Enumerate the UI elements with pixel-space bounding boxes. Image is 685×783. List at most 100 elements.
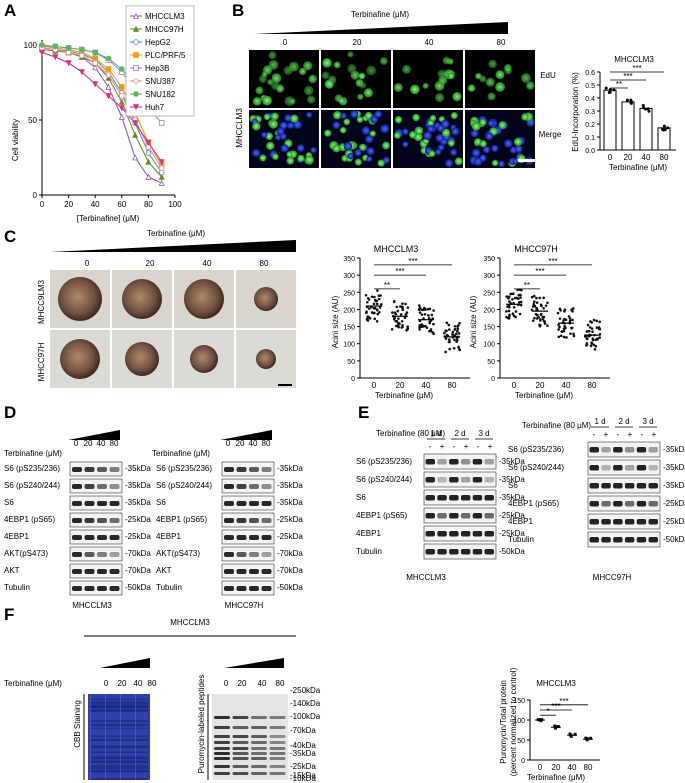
panel-b-merge-nucleus xyxy=(394,132,401,139)
panel-c-point xyxy=(511,298,514,301)
panel-c-point xyxy=(543,320,546,323)
panel-c-point xyxy=(428,320,432,324)
panel-b-merge-nucleus xyxy=(471,121,481,131)
panel-c-point xyxy=(458,348,462,352)
panel-c-point xyxy=(594,344,598,348)
panel-b-merge-nucleus xyxy=(471,148,481,158)
panel-f-puro-band xyxy=(269,765,286,768)
panel-e-blot-label: 4EBP1 xyxy=(356,529,381,538)
panel-d-band xyxy=(261,552,272,557)
panel-f-cbb-band xyxy=(90,765,148,768)
panel-e-band xyxy=(636,465,647,471)
panel-b-merge-nucleus xyxy=(252,148,261,158)
panel-c-point xyxy=(543,322,547,325)
panel-d-blot-strip xyxy=(69,512,123,528)
panel-a-point xyxy=(132,25,140,32)
panel-d-band xyxy=(236,569,247,574)
panel-d-dose-r40: 40 xyxy=(249,439,258,448)
panel-b-row-merge: Merge xyxy=(539,130,562,139)
panel-c-point xyxy=(535,301,539,304)
panel-f-puro-band xyxy=(214,757,230,760)
panel-e-marker: -35kDa xyxy=(499,493,525,502)
panel-c-point xyxy=(542,315,546,319)
panel-b-merge-nucleus xyxy=(429,114,437,122)
panel-d-band xyxy=(97,569,107,574)
panel-d-band xyxy=(97,552,107,557)
panel-b-edu-nucleus xyxy=(437,69,447,79)
panel-e-time-label: 3 d xyxy=(478,429,489,438)
panel-d-band xyxy=(72,586,82,591)
panel-e-marker: -50kDa xyxy=(499,547,525,556)
panel-e-band xyxy=(648,501,658,507)
panel-e-band xyxy=(484,513,494,519)
panel-c-point xyxy=(376,312,379,316)
panel-a-point xyxy=(145,173,152,180)
panel-c-point xyxy=(557,328,560,331)
panel-c-point xyxy=(532,302,536,306)
panel-c-point xyxy=(365,300,369,304)
panel-d-band xyxy=(109,535,120,540)
panel-f-ladder-marker: -25kDa xyxy=(290,762,316,771)
panel-e-sign: - xyxy=(593,430,596,439)
panel-c-point xyxy=(370,295,374,299)
panel-d-marker: -50kDa xyxy=(277,583,303,592)
panel-c-ytick-label: 350 xyxy=(343,256,355,263)
panel-a-point xyxy=(79,52,85,59)
panel-c-sig-label: *** xyxy=(535,267,544,276)
panel-f-wedge-right xyxy=(224,658,284,668)
panel-b-merge-nucleus xyxy=(296,144,305,152)
panel-b-merge-nucleus xyxy=(279,121,288,130)
panel-c-point xyxy=(562,319,565,322)
panel-b-dot xyxy=(642,106,646,110)
panel-c-point xyxy=(367,307,371,310)
panel-c-point xyxy=(520,288,523,292)
panel-d-band xyxy=(84,484,95,489)
panel-b-edu-nucleus xyxy=(495,81,505,92)
panel-f-puro-band xyxy=(269,772,286,775)
panel-b-edu-nucleus xyxy=(321,71,330,80)
panel-d-band xyxy=(84,501,95,506)
panel-a-point xyxy=(52,54,59,61)
panel-c-ytick-label: 100 xyxy=(343,342,355,349)
panel-f-puro-band xyxy=(251,752,267,755)
panel-c-point xyxy=(420,325,424,328)
panel-e-sign: - xyxy=(429,442,432,451)
panel-c-point xyxy=(405,311,409,314)
panel-d-band xyxy=(224,535,234,540)
panel-d-blot-label: S6 (pS235/236) xyxy=(4,464,60,473)
panel-a-point xyxy=(52,43,59,50)
panel-c-point xyxy=(423,312,427,316)
panel-f-ytick-label: 0 xyxy=(521,758,525,765)
panel-e-band xyxy=(484,459,494,465)
panel-c-point xyxy=(443,331,446,335)
panel-c-ytick-label: 200 xyxy=(343,307,355,314)
panel-b-merge-nucleus xyxy=(333,111,342,120)
panel-d-blot-label: 4EBP1 (pS65) xyxy=(4,515,55,524)
panel-d-marker: -25kDa xyxy=(125,515,151,524)
panel-d-band xyxy=(236,501,247,506)
panel-f-puro-band xyxy=(232,726,249,729)
panel-a-point xyxy=(133,91,139,97)
panel-e-band xyxy=(636,519,647,525)
panel-f-puro-band xyxy=(232,716,249,719)
panel-b-merge-nucleus xyxy=(435,148,442,156)
panel-d-band xyxy=(109,501,120,506)
panel-f-puro-band xyxy=(232,757,249,760)
panel-c-point xyxy=(569,332,572,335)
panel-f-puro-band xyxy=(269,735,286,738)
panel-e-western-blots: Terbinafine (80 μM) Terbinafine (80 μM) … xyxy=(356,417,685,582)
panel-b-edu-nucleus xyxy=(333,61,341,69)
panel-b-merge-nucleus xyxy=(347,152,354,160)
panel-b-merge-nucleus xyxy=(435,133,444,143)
panel-f-sig-label: * xyxy=(546,707,549,716)
panel-a-legend-box xyxy=(125,5,195,117)
panel-e-marker: -25kDa xyxy=(663,499,685,508)
panel-e-blot-label: Tubulin xyxy=(356,547,382,556)
panel-c-point xyxy=(589,320,592,323)
panel-c-point xyxy=(542,306,545,310)
panel-f-puro-band xyxy=(232,735,249,738)
panel-e-time-label: 3 d xyxy=(642,417,653,426)
panel-c-point xyxy=(505,310,508,313)
panel-b-edu-nucleus xyxy=(393,82,403,92)
panel-c-chart2-title: MHCC97H xyxy=(514,244,558,254)
